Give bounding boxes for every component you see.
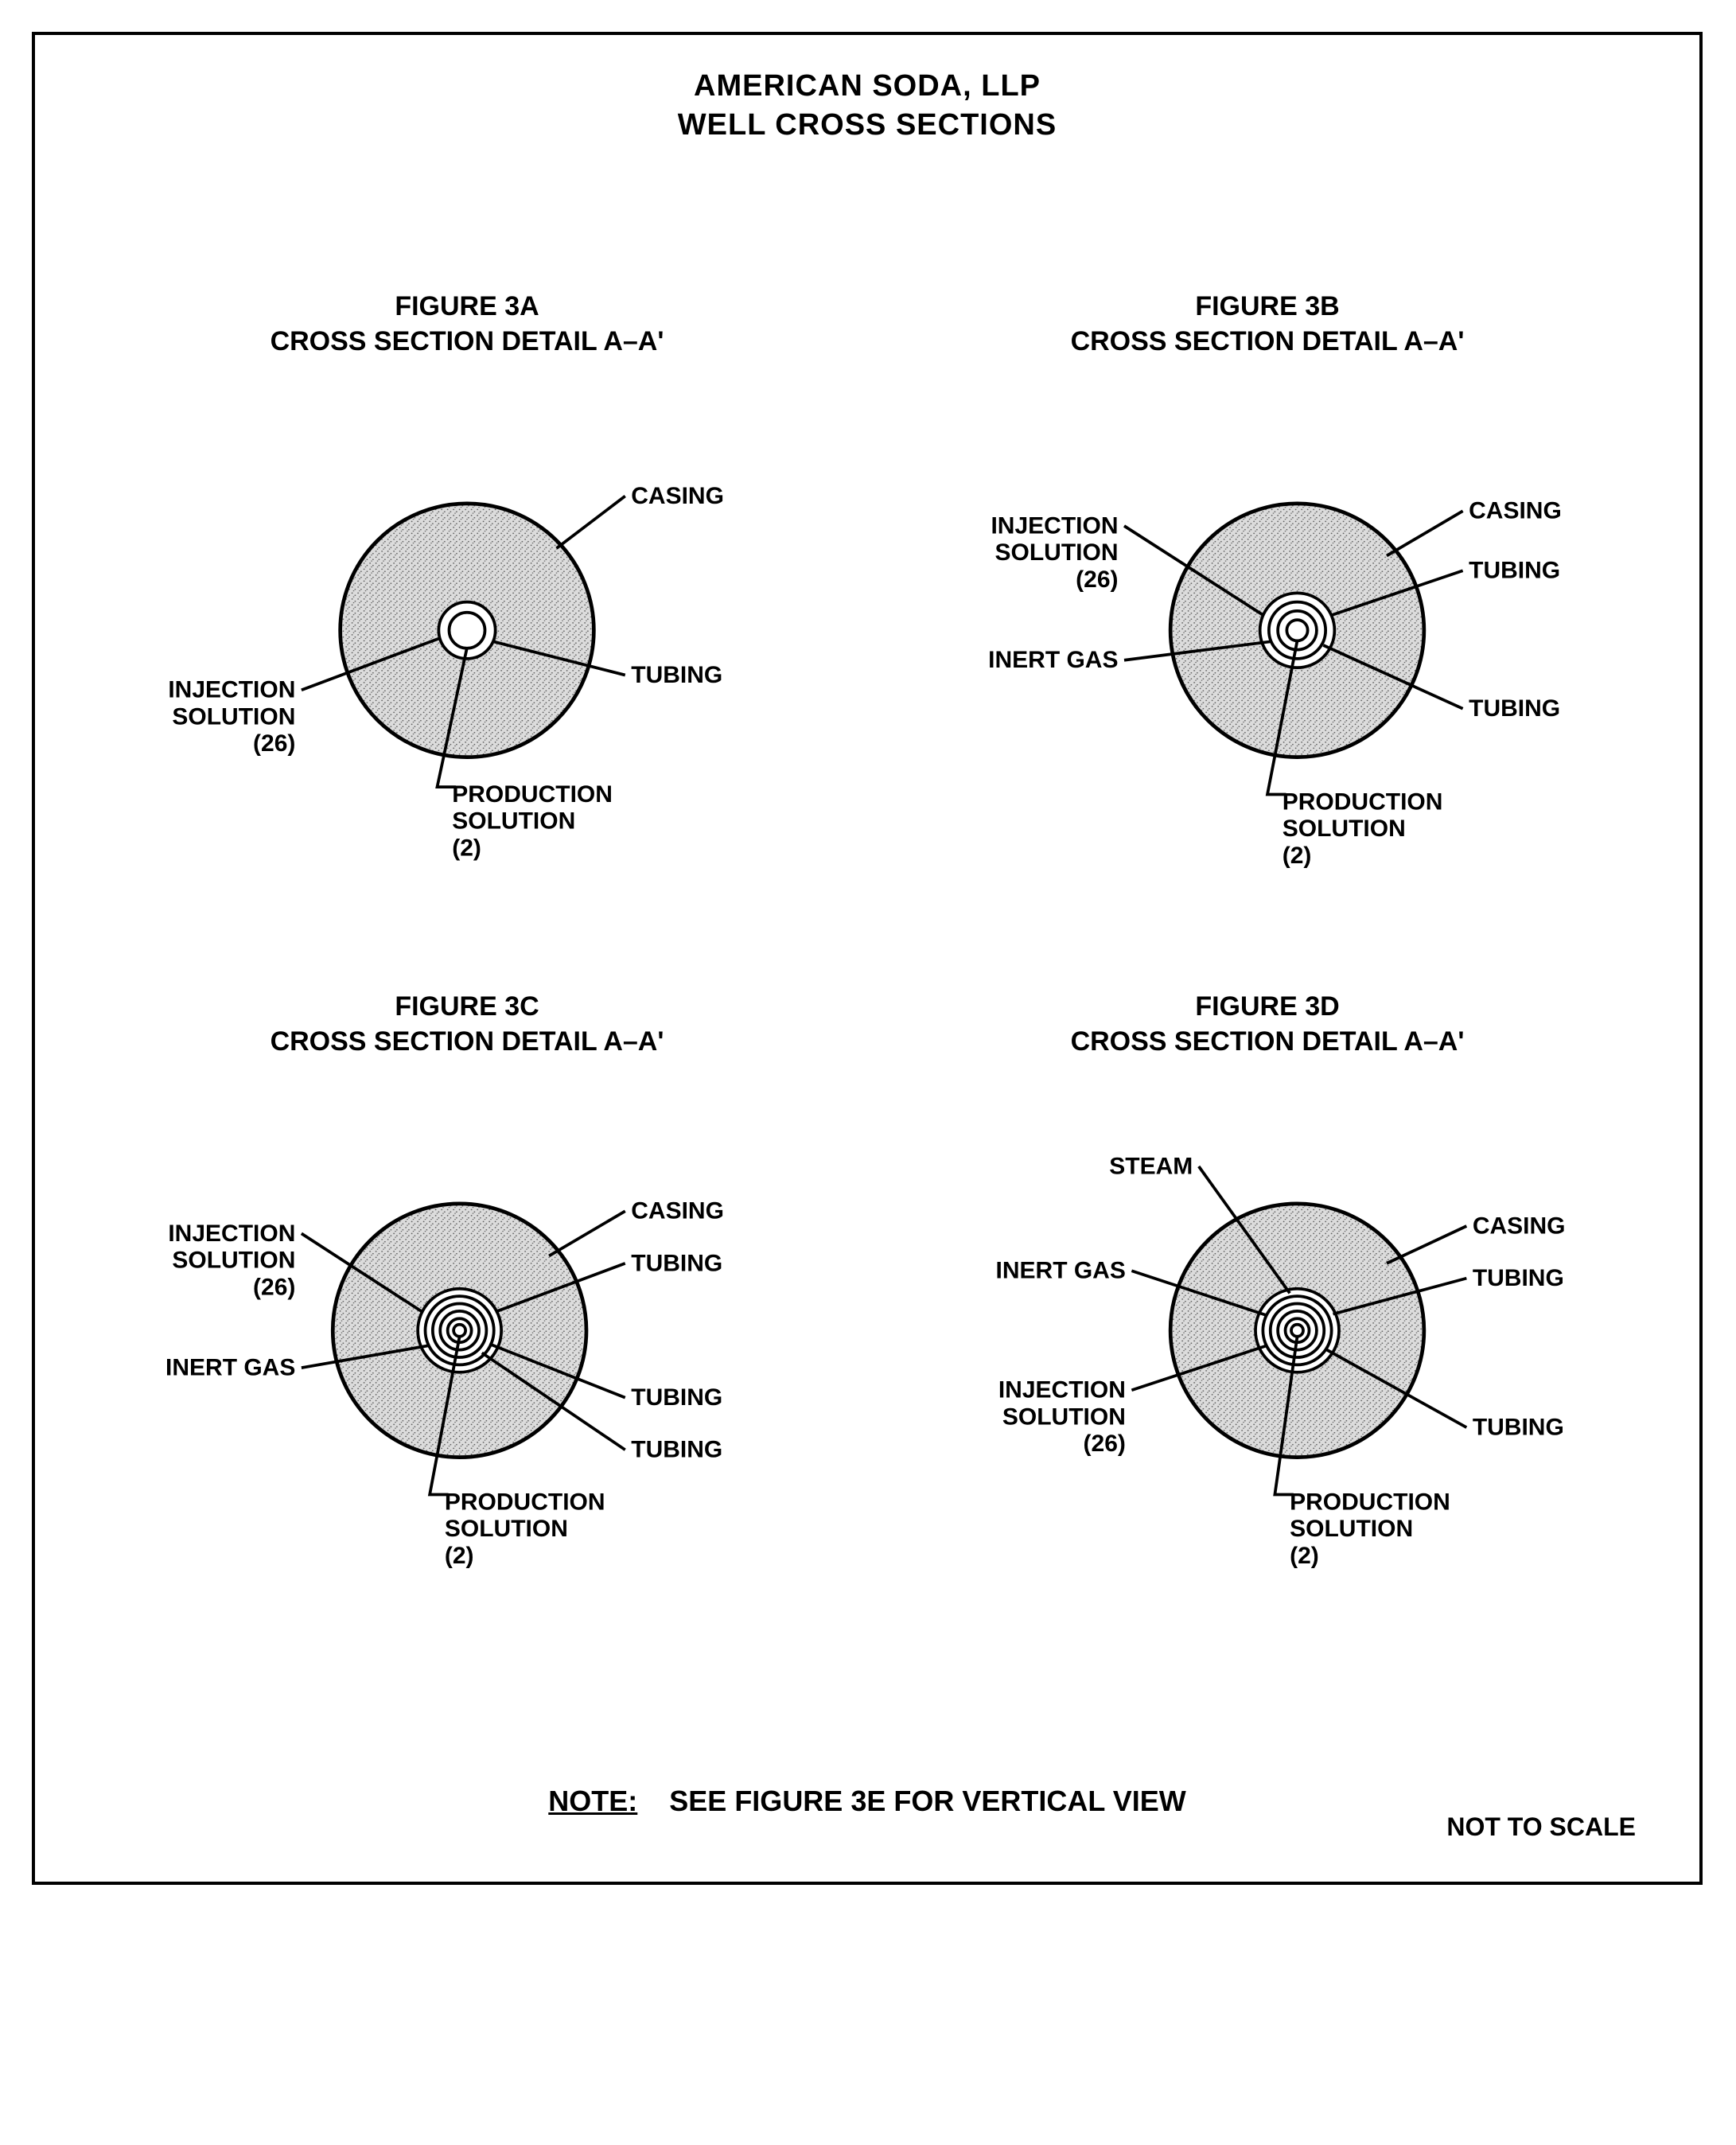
figure-3a-svg-wrap: CASING TUBING INJECTIONSOLUTION(26) PRODUCT… <box>83 407 851 884</box>
svg-text:INJECTIONSOLUTION(26): INJECTIONSOLUTION(26) <box>998 1377 1126 1458</box>
svg-text:INJECTIONSOLUTION(26): INJECTIONSOLUTION(26) <box>991 513 1118 594</box>
svg-text:CASING: CASING <box>631 483 724 509</box>
svg-text:INJECTIONSOLUTION(26): INJECTIONSOLUTION(26) <box>168 677 295 757</box>
note-line: NOTE: SEE FIGURE 3E FOR VERTICAL VIEW <box>83 1785 1652 1818</box>
title-line-2: WELL CROSS SECTIONS <box>678 108 1057 142</box>
svg-text:TUBING: TUBING <box>1473 1265 1564 1291</box>
svg-text:INERT GAS: INERT GAS <box>996 1258 1126 1284</box>
svg-text:TUBING: TUBING <box>631 662 722 688</box>
figure-3b-title-line1: FIGURE 3B <box>1195 291 1339 321</box>
figure-3c-svg-wrap: CASING TUBING TUBING TUBING INJECTIONSOLUTIO… <box>83 1107 851 1584</box>
note-label: NOTE: <box>548 1785 637 1817</box>
svg-text:PRODUCTIONSOLUTION(2): PRODUCTIONSOLUTION(2) <box>445 1489 605 1569</box>
note-text: SEE FIGURE 3E FOR VERTICAL VIEW <box>669 1785 1185 1817</box>
svg-text:INERT GAS: INERT GAS <box>988 647 1118 673</box>
figure-3a: FIGURE 3A CROSS SECTION DETAIL A–A' CASI… <box>83 289 851 893</box>
figure-3a-title-line1: FIGURE 3A <box>395 291 539 321</box>
figure-3d: FIGURE 3D CROSS SECTION DETAIL A–A' STEA… <box>883 989 1652 1594</box>
figure-3d-svg-wrap: STEAM CASING TUBING TUBING INERT GAS INJECTIO… <box>883 1107 1652 1584</box>
title-line-1: AMERICAN SODA, LLP <box>694 69 1041 103</box>
figure-3c: FIGURE 3C CROSS SECTION DETAIL A–A' CASI… <box>83 989 851 1594</box>
svg-text:TUBING: TUBING <box>1473 1415 1564 1441</box>
not-to-scale-label: NOT TO SCALE <box>1446 1812 1636 1842</box>
figure-3d-title: FIGURE 3D CROSS SECTION DETAIL A–A' <box>883 989 1652 1059</box>
figure-3c-title-line1: FIGURE 3C <box>395 991 539 1022</box>
svg-text:INERT GAS: INERT GAS <box>165 1355 295 1381</box>
figure-3b-title: FIGURE 3B CROSS SECTION DETAIL A–A' <box>883 289 1652 359</box>
page-frame: AMERICAN SODA, LLP WELL CROSS SECTIONS F… <box>32 32 1703 1885</box>
figure-3c-svg: CASING TUBING TUBING TUBING INJECTIONSOLUTIO… <box>83 1107 851 1584</box>
svg-text:PRODUCTIONSOLUTION(2): PRODUCTIONSOLUTION(2) <box>1283 788 1443 868</box>
figure-3c-title: FIGURE 3C CROSS SECTION DETAIL A–A' <box>83 989 851 1059</box>
figure-3a-title-line2: CROSS SECTION DETAIL A–A' <box>271 326 664 356</box>
svg-text:TUBING: TUBING <box>1469 695 1560 722</box>
svg-text:TUBING: TUBING <box>631 1250 722 1276</box>
figure-3b-title-line2: CROSS SECTION DETAIL A–A' <box>1071 326 1465 356</box>
figure-3a-title: FIGURE 3A CROSS SECTION DETAIL A–A' <box>83 289 851 359</box>
figure-3d-title-line2: CROSS SECTION DETAIL A–A' <box>1071 1026 1465 1057</box>
figure-3d-title-line1: FIGURE 3D <box>1195 991 1339 1022</box>
page-title: AMERICAN SODA, LLP WELL CROSS SECTIONS <box>83 67 1652 146</box>
figure-3b-svg-wrap: CASING TUBING TUBING INJECTIONSOLUTION(26) I… <box>883 407 1652 884</box>
figure-3a-svg: CASING TUBING INJECTIONSOLUTION(26) PRODUCT… <box>83 407 851 884</box>
figure-grid: FIGURE 3A CROSS SECTION DETAIL A–A' CASI… <box>83 289 1652 1594</box>
svg-text:TUBING: TUBING <box>631 1384 722 1411</box>
figure-3d-svg: STEAM CASING TUBING TUBING INERT GAS INJECTIO… <box>883 1107 1652 1584</box>
figure-3b-svg: CASING TUBING TUBING INJECTIONSOLUTION(26) I… <box>883 407 1652 884</box>
figure-3b: FIGURE 3B CROSS SECTION DETAIL A–A' CASI… <box>883 289 1652 893</box>
svg-text:TUBING: TUBING <box>1469 558 1560 584</box>
svg-text:INJECTIONSOLUTION(26): INJECTIONSOLUTION(26) <box>168 1220 295 1301</box>
figure-3c-title-line2: CROSS SECTION DETAIL A–A' <box>271 1026 664 1057</box>
svg-text:CASING: CASING <box>1469 498 1562 524</box>
svg-text:PRODUCTIONSOLUTION(2): PRODUCTIONSOLUTION(2) <box>452 781 613 862</box>
svg-text:STEAM: STEAM <box>1109 1154 1193 1180</box>
svg-text:CASING: CASING <box>1473 1213 1566 1240</box>
svg-text:CASING: CASING <box>631 1198 724 1224</box>
svg-text:TUBING: TUBING <box>631 1437 722 1463</box>
svg-text:PRODUCTIONSOLUTION(2): PRODUCTIONSOLUTION(2) <box>1290 1489 1450 1569</box>
